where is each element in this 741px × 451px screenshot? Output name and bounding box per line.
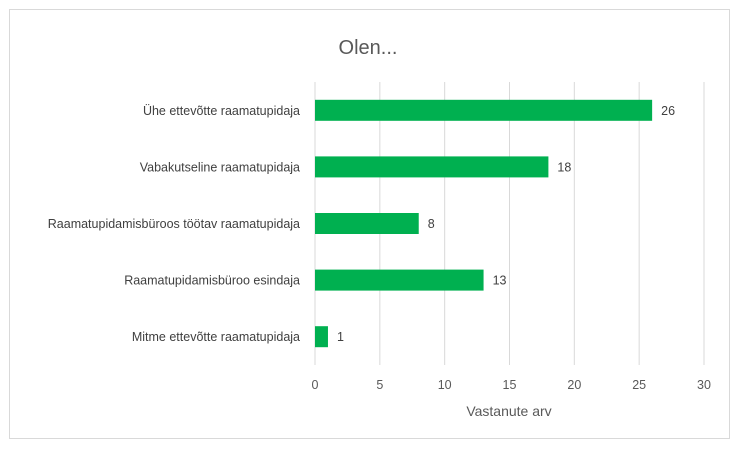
x-tick-label: 25 — [632, 378, 646, 392]
x-tick-label: 15 — [503, 378, 517, 392]
category-label: Raamatupidamisbüroos töötav raamatupidaj… — [48, 217, 300, 231]
data-labels: 26 18 8 13 1 — [337, 104, 675, 344]
x-tick-label: 5 — [376, 378, 383, 392]
data-label: 8 — [428, 217, 435, 231]
chart-title: Olen... — [339, 37, 398, 59]
category-label: Ühe ettevõtte raamatupidaja — [143, 104, 300, 118]
x-tick-label: 10 — [438, 378, 452, 392]
data-label: 26 — [661, 104, 675, 118]
category-labels: Ühe ettevõtte raamatupidaja Vabakutseline… — [48, 104, 300, 344]
data-label: 18 — [557, 160, 571, 174]
bar — [315, 213, 419, 234]
x-axis-title: Vastanute arv — [466, 403, 551, 419]
x-tick-label: 0 — [312, 378, 319, 392]
category-label: Vabakutseline raamatupidaja — [140, 160, 300, 174]
x-tick-label: 20 — [567, 378, 581, 392]
gridlines — [314, 82, 705, 365]
category-label: Raamatupidamisbüroo esindaja — [124, 274, 300, 288]
bar — [315, 156, 549, 178]
x-tick-labels: 0 5 10 15 20 25 30 — [312, 378, 711, 392]
bar — [315, 269, 484, 291]
bar — [315, 99, 653, 121]
bar — [315, 326, 328, 348]
x-tick-label: 30 — [697, 378, 711, 392]
bars — [315, 99, 653, 348]
data-label: 1 — [337, 330, 344, 344]
data-label: 13 — [493, 274, 507, 288]
category-label: Mitme ettevõtte raamatupidaja — [132, 330, 300, 344]
